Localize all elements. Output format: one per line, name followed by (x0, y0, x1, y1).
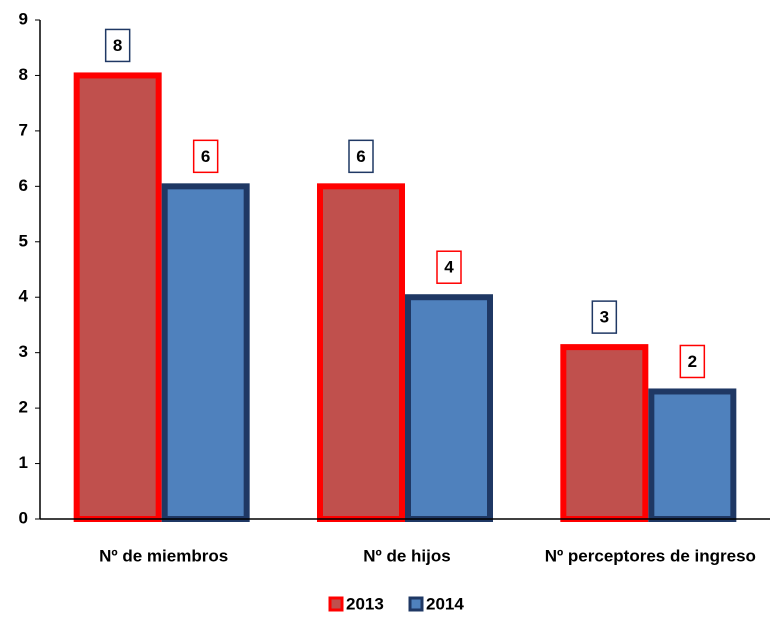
bar (560, 344, 649, 522)
y-tick-label: 8 (19, 65, 28, 84)
value-label: 2 (688, 352, 697, 371)
value-label-box (348, 139, 374, 174)
x-tick-label: Nº perceptores de ingreso (545, 546, 756, 565)
value-label: 6 (356, 147, 365, 166)
y-tick-label: 4 (19, 287, 29, 306)
y-tick-label: 1 (19, 453, 28, 472)
bar (405, 294, 493, 522)
value-label: 6 (201, 147, 210, 166)
legend-swatch (328, 596, 344, 612)
legend-swatch (408, 596, 424, 612)
value-label-box (679, 344, 706, 379)
legend-label: 2013 (346, 594, 384, 613)
value-label: 8 (113, 36, 122, 55)
bar (648, 388, 737, 523)
legend-label: 2014 (426, 594, 464, 613)
value-label-box (192, 139, 219, 174)
y-tick-label: 3 (19, 342, 28, 361)
value-label-box (436, 250, 462, 284)
y-tick-label: 0 (19, 508, 28, 527)
value-label: 3 (600, 308, 609, 327)
y-tick-label: 7 (19, 120, 28, 139)
bar (317, 183, 405, 522)
y-tick-label: 5 (19, 231, 28, 250)
bar (161, 183, 250, 522)
y-tick-label: 6 (19, 176, 28, 195)
bar (73, 72, 162, 522)
value-label-box (591, 300, 618, 334)
x-tick-label: Nº de hijos (363, 546, 450, 565)
value-label-box (104, 28, 131, 63)
value-label: 4 (444, 258, 454, 277)
y-tick-label: 2 (19, 398, 28, 417)
x-tick-label: Nº de miembros (99, 546, 228, 565)
y-tick-label: 9 (19, 9, 28, 28)
